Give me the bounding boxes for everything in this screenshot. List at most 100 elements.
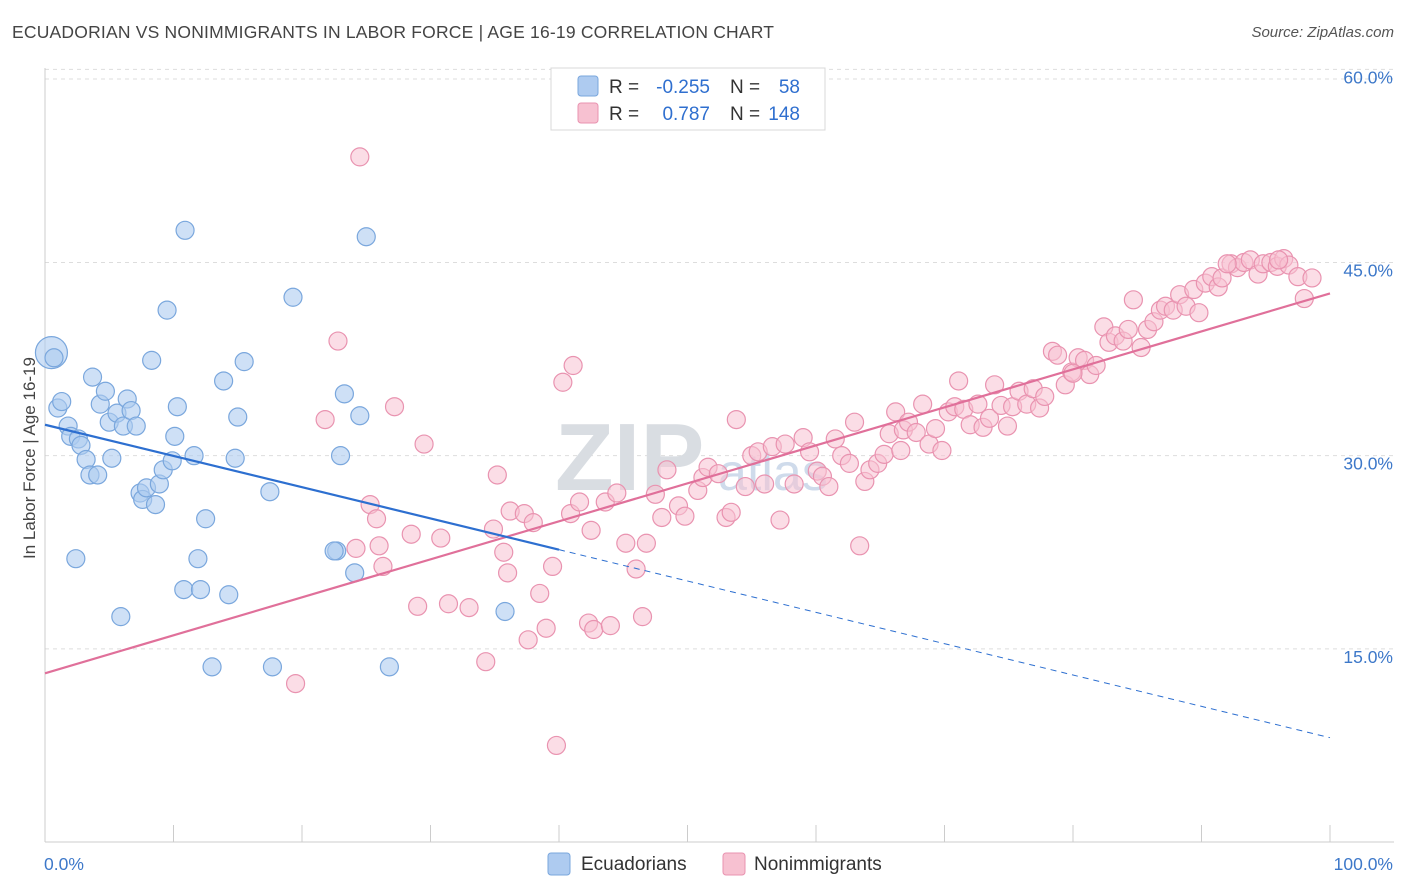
nonimmigrants-point — [949, 371, 969, 391]
nonimmigrants-point — [600, 616, 621, 636]
nonimmigrants-point — [819, 476, 839, 497]
nonimmigrants-point — [675, 506, 695, 526]
nonimmigrants-point — [985, 375, 1005, 395]
nonimmigrants-point — [553, 372, 573, 392]
ecuadorians-point — [82, 367, 103, 387]
ecuadorians-point — [174, 579, 194, 600]
ecuadorians-point — [167, 397, 187, 417]
ecuadorians-point — [165, 426, 185, 446]
nonimmigrants-point — [536, 618, 556, 638]
nonimmigrants-point — [476, 652, 496, 672]
ecuadorians-point — [283, 287, 303, 307]
nonimmigrants-point — [1302, 268, 1322, 288]
nonimmigrants-point — [726, 410, 746, 430]
ecuadorians-point — [196, 509, 216, 529]
nonimmigrants-point — [414, 434, 434, 454]
ecuadorians-points — [34, 220, 515, 677]
nonimmigrants-point — [408, 596, 428, 616]
nonimmigrants-point — [328, 331, 348, 351]
nonimmigrants-point — [369, 536, 389, 556]
ecuadorians-point — [190, 579, 211, 600]
ecuadorians-point — [202, 657, 222, 677]
legend-n-value-1: 58 — [779, 77, 800, 98]
bottom-legend-nonimmigrants: Nonimmigrants — [754, 854, 882, 875]
nonimmigrants-point — [616, 533, 636, 553]
legend-r-label-2: R = — [609, 104, 639, 125]
nonimmigrants-point — [657, 460, 677, 480]
ecuadorians-point — [52, 391, 72, 412]
nonimmigrants-point — [913, 394, 933, 414]
nonimmigrants-point — [459, 598, 479, 618]
y-tick-label: 30.0% — [1343, 454, 1393, 474]
ecuadorians-point — [262, 657, 283, 677]
nonimmigrants-point — [563, 355, 583, 376]
nonimmigrants-point — [979, 408, 1000, 428]
legend-r-value-2: 0.787 — [662, 104, 710, 125]
source-label: Source: ZipAtlas.com — [1251, 24, 1394, 41]
legend-swatch-nonimmigrants — [577, 102, 599, 124]
y-tick-label: 15.0% — [1343, 647, 1393, 667]
trend-lines — [44, 292, 1331, 739]
nonimmigrants-point — [1217, 254, 1237, 274]
ecuadorians-point — [260, 482, 280, 502]
y-tick-label: 60.0% — [1343, 67, 1393, 87]
nonimmigrants-point — [626, 559, 646, 579]
ecuadorians-point — [334, 384, 355, 404]
ecuadorians-point — [111, 607, 131, 627]
ecuadorians-point — [142, 350, 162, 370]
nonimmigrants-points — [285, 147, 1322, 756]
ecuadorians-point — [66, 549, 86, 569]
ecuadorians-point — [330, 446, 351, 466]
nonimmigrants-point — [569, 492, 590, 512]
nonimmigrants-point — [487, 465, 507, 485]
ecuadorians-point — [324, 541, 344, 561]
nonimmigrants-point — [581, 520, 601, 540]
legend-n-value-2: 148 — [768, 104, 800, 125]
nonimmigrants-point — [401, 524, 421, 544]
chart-title: ECUADORIAN VS NONIMMIGRANTS IN LABOR FOR… — [12, 22, 775, 42]
nonimmigrants-point — [906, 422, 926, 443]
nonimmigrants-point — [494, 542, 514, 562]
legend-r-value-1: -0.255 — [656, 77, 710, 98]
legend-n-label-2: N = — [730, 104, 760, 125]
nonimmigrants-point — [754, 474, 775, 494]
ecuadorians-point — [356, 227, 376, 247]
x-tick-labels: 0.0% 100.0% — [44, 854, 1393, 874]
nonimmigrants-point — [775, 434, 795, 454]
legend: R = -0.255 N = 58 R = 0.787 N = 148 — [550, 67, 826, 131]
nonimmigrants-point — [498, 563, 518, 583]
nonimmigrants-point — [799, 442, 820, 462]
ecuadorians-point — [88, 465, 108, 485]
nonimmigrants-point — [285, 673, 306, 694]
x-tick-label: 0.0% — [44, 854, 84, 874]
nonimmigrants-point — [874, 444, 894, 464]
nonimmigrants-point — [652, 507, 672, 528]
ecuadorians-point — [495, 601, 515, 622]
nonimmigrants-point — [366, 509, 387, 529]
ecuadorians-point — [228, 407, 248, 427]
nonimmigrants-point — [839, 453, 860, 473]
ecuadorians-trend-line — [44, 423, 560, 551]
nonimmigrants-point — [770, 510, 790, 530]
nonimmigrants-point — [1118, 319, 1138, 340]
nonimmigrants-point — [607, 483, 627, 503]
ecuadorians-point — [95, 381, 115, 401]
bottom-legend-swatch-ecuadorians — [547, 852, 571, 876]
bottom-legend-ecuadorians: Ecuadorians — [581, 854, 687, 875]
ecuadorians-point — [157, 300, 177, 320]
nonimmigrants-point — [530, 583, 550, 604]
nonimmigrants-point — [645, 484, 665, 504]
watermark: ZIP atlas — [555, 404, 828, 511]
ecuadorians-point — [234, 352, 254, 372]
nonimmigrants-point — [1189, 303, 1209, 323]
ecuadorians-point — [225, 448, 245, 468]
axes — [44, 68, 1394, 843]
nonimmigrants-point — [431, 528, 451, 548]
nonimmigrants-point — [584, 619, 604, 640]
nonimmigrants-point — [438, 594, 459, 614]
nonimmigrants-point — [850, 536, 870, 556]
y-tick-labels: 15.0% 30.0% 45.0% 60.0% — [1343, 67, 1393, 667]
nonimmigrants-point — [844, 412, 865, 432]
nonimmigrants-point — [518, 630, 538, 650]
